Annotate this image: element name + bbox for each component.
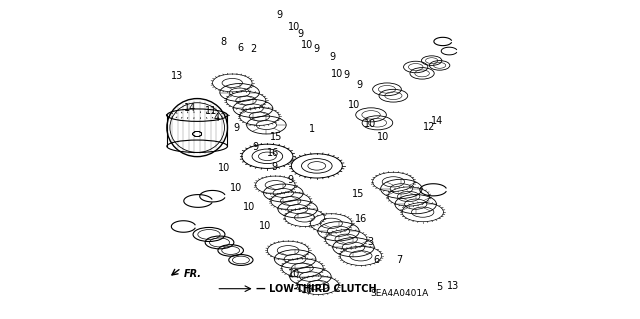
Text: 3: 3 bbox=[367, 237, 374, 248]
Text: 5: 5 bbox=[436, 282, 443, 292]
Text: 9: 9 bbox=[271, 162, 278, 173]
Text: 14: 14 bbox=[431, 115, 444, 126]
Text: FR.: FR. bbox=[184, 269, 202, 279]
Text: 10: 10 bbox=[259, 221, 271, 231]
Text: 9: 9 bbox=[344, 70, 349, 80]
Text: 13: 13 bbox=[447, 280, 460, 291]
Text: 10: 10 bbox=[377, 131, 389, 142]
Text: 15: 15 bbox=[270, 131, 282, 142]
Text: 10: 10 bbox=[288, 269, 300, 279]
Text: 10: 10 bbox=[348, 100, 360, 110]
Text: 15: 15 bbox=[351, 189, 364, 199]
Text: 10: 10 bbox=[300, 285, 313, 295]
Text: 8: 8 bbox=[221, 37, 227, 47]
Text: 10: 10 bbox=[330, 69, 342, 79]
Text: — LOW-THIRD CLUTCH: — LOW-THIRD CLUTCH bbox=[256, 284, 377, 294]
Text: 10: 10 bbox=[218, 163, 230, 174]
Text: 10: 10 bbox=[289, 22, 301, 32]
Text: SEA4A0401A: SEA4A0401A bbox=[371, 289, 429, 298]
Text: 1: 1 bbox=[309, 124, 315, 134]
Text: 9: 9 bbox=[276, 10, 282, 20]
Text: 7: 7 bbox=[397, 255, 403, 265]
Text: 9: 9 bbox=[356, 80, 363, 91]
Text: 16: 16 bbox=[267, 148, 279, 158]
Text: 10: 10 bbox=[364, 119, 376, 129]
Text: 4: 4 bbox=[213, 113, 220, 123]
Text: 6: 6 bbox=[374, 255, 380, 265]
Text: 10: 10 bbox=[243, 202, 255, 212]
Text: 9: 9 bbox=[297, 29, 303, 40]
Text: 9: 9 bbox=[287, 175, 294, 185]
Text: 10: 10 bbox=[230, 182, 243, 193]
Text: 9: 9 bbox=[313, 44, 319, 55]
Text: 11: 11 bbox=[205, 106, 218, 116]
Text: 2: 2 bbox=[250, 44, 256, 55]
Text: 10: 10 bbox=[300, 40, 313, 50]
Text: 9: 9 bbox=[253, 142, 259, 152]
Text: 9: 9 bbox=[330, 52, 336, 62]
Text: 9: 9 bbox=[234, 122, 239, 133]
Text: 6: 6 bbox=[238, 43, 244, 54]
Text: 14: 14 bbox=[184, 103, 196, 113]
Text: 16: 16 bbox=[355, 214, 367, 225]
Text: 12: 12 bbox=[423, 122, 436, 132]
Text: 13: 13 bbox=[171, 71, 183, 81]
